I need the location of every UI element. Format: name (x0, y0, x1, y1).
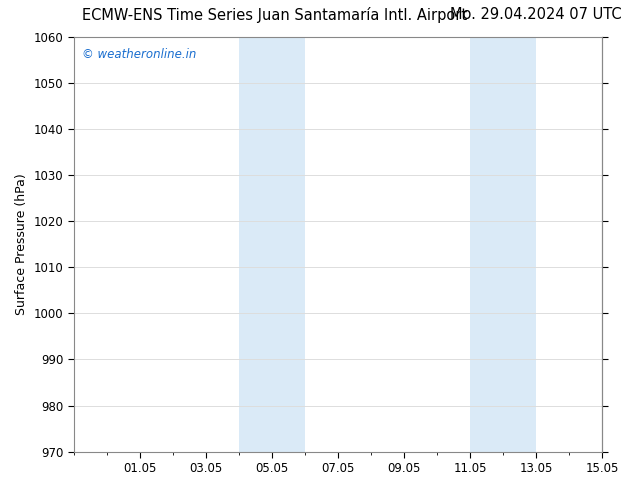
Text: © weatheronline.in: © weatheronline.in (82, 48, 196, 60)
Bar (239, 37, 305, 452)
Text: ECMW-ENS Time Series Juan Santamaría Intl. Airport: ECMW-ENS Time Series Juan Santamaría Int… (82, 7, 467, 24)
Text: Mo. 29.04.2024 07 UTC: Mo. 29.04.2024 07 UTC (450, 7, 621, 23)
Y-axis label: Surface Pressure (hPa): Surface Pressure (hPa) (15, 173, 28, 315)
Bar (470, 37, 536, 452)
